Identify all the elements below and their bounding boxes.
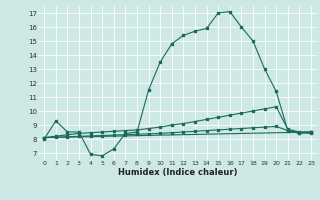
X-axis label: Humidex (Indice chaleur): Humidex (Indice chaleur) (118, 168, 237, 177)
